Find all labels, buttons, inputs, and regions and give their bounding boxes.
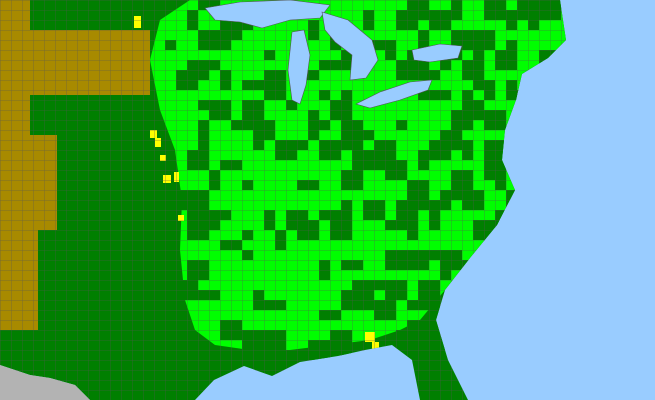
lake-erie	[355, 79, 433, 109]
lake-ontario	[411, 43, 463, 63]
lake-michigan	[287, 29, 311, 105]
lake-superior	[204, 0, 331, 29]
mexico-region	[0, 365, 90, 400]
great-lakes	[204, 0, 463, 109]
lake-huron	[321, 11, 379, 81]
